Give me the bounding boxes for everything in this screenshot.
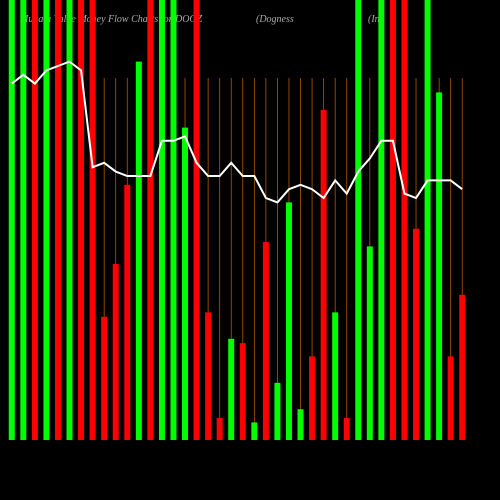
bar (447, 356, 454, 440)
bar (239, 343, 246, 440)
bar (436, 92, 443, 441)
bar (158, 0, 165, 440)
bar (297, 409, 304, 440)
bar (413, 228, 420, 440)
line (11, 60, 463, 204)
bar (101, 316, 108, 440)
bar (78, 0, 85, 440)
bar (459, 294, 466, 440)
bar (170, 0, 177, 440)
bar (112, 264, 119, 440)
bar (228, 338, 235, 440)
chart-subtitle: (Int (368, 14, 383, 25)
bar (66, 0, 73, 440)
chart-subtitle: (Dogness (256, 14, 294, 25)
chart-title: Munafa Value Money Flow Charts for DOGZ (19, 14, 203, 25)
bar (31, 0, 38, 440)
bar (182, 127, 189, 440)
bar (43, 0, 50, 440)
bar (8, 0, 15, 440)
bar (135, 61, 142, 440)
bar (216, 418, 223, 440)
bar (378, 0, 385, 440)
bar (389, 0, 396, 440)
bar (89, 0, 96, 440)
bar (366, 246, 373, 440)
bar (332, 312, 339, 440)
bar (309, 356, 316, 440)
bar (320, 110, 327, 440)
bar (193, 0, 200, 440)
bar (262, 242, 269, 440)
bar (147, 0, 154, 440)
bar (20, 0, 27, 440)
bar (124, 184, 131, 440)
bar (274, 382, 281, 440)
bar (424, 0, 431, 440)
bar (285, 202, 292, 440)
bar (205, 312, 212, 440)
bar (355, 0, 362, 440)
bar (54, 0, 61, 440)
bar (251, 422, 258, 440)
bar (401, 0, 408, 440)
bar (343, 418, 350, 440)
